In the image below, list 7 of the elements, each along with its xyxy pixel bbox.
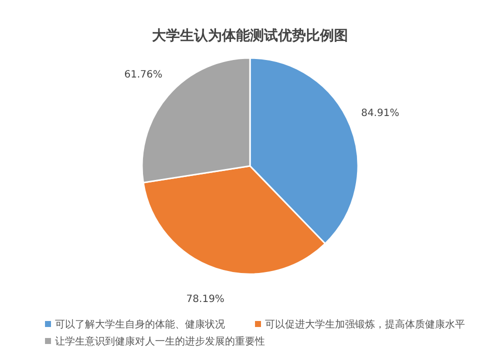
data-label: 61.76% — [124, 69, 162, 80]
legend-label: 让学生意识到健康对人一生的进步发展的重要性 — [55, 336, 265, 348]
data-label: 84.91% — [361, 108, 400, 120]
legend-label: 可以促进大学生加强锻炼，提高体质健康水平 — [265, 318, 465, 331]
legend-label: 可以了解大学生自身的体能、健康状况 — [55, 318, 225, 331]
data-label: 78.19% — [186, 294, 224, 305]
chart-title: 大学生认为体能测试优势比例图 — [152, 28, 348, 44]
